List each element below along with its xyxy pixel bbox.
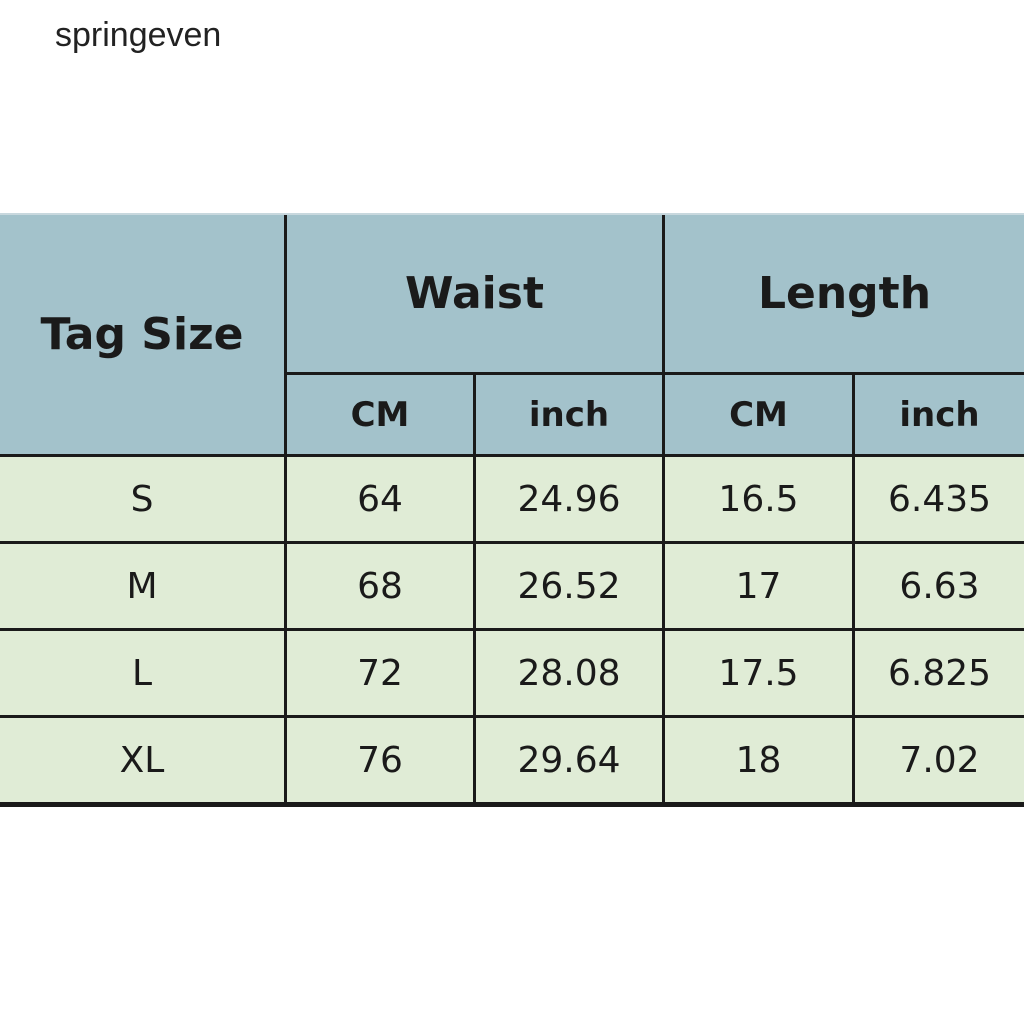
measure-cell: 6.63: [855, 544, 1024, 628]
measure-cell: 29.64: [476, 718, 662, 802]
unit-header: CM: [665, 375, 852, 454]
measure-cell: 64: [287, 457, 473, 541]
measure-cell: 16.5: [665, 457, 852, 541]
measure-cell: 6.435: [855, 457, 1024, 541]
size-label: M: [0, 544, 284, 628]
measure-cell: 76: [287, 718, 473, 802]
group-header: Length: [665, 215, 1024, 372]
measure-cell: 72: [287, 631, 473, 715]
measure-cell: 7.02: [855, 718, 1024, 802]
measure-cell: 17.5: [665, 631, 852, 715]
measure-cell: 68: [287, 544, 473, 628]
measure-cell: 18: [665, 718, 852, 802]
size-table: Tag Size Waist Length CM inch CM inch S 64 24.…: [0, 213, 1024, 807]
unit-header: inch: [855, 375, 1024, 454]
watermark: springeven: [55, 16, 222, 54]
measure-cell: 24.96: [476, 457, 662, 541]
tag-size-header: Tag Size: [0, 215, 284, 454]
measure-cell: 26.52: [476, 544, 662, 628]
size-label: L: [0, 631, 284, 715]
unit-header: CM: [287, 375, 473, 454]
measure-cell: 17: [665, 544, 852, 628]
measure-cell: 6.825: [855, 631, 1024, 715]
unit-header: inch: [476, 375, 662, 454]
group-header: Waist: [287, 215, 662, 372]
measure-cell: 28.08: [476, 631, 662, 715]
size-label: S: [0, 457, 284, 541]
size-label: XL: [0, 718, 284, 802]
